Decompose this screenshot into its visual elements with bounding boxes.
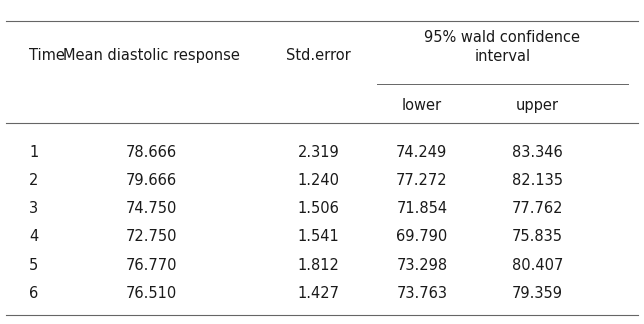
Text: 71.854: 71.854 [396, 201, 448, 216]
Text: 80.407: 80.407 [512, 258, 564, 272]
Text: 73.763: 73.763 [396, 286, 448, 301]
Text: Mean diastolic response: Mean diastolic response [63, 48, 240, 63]
Text: Std.error: Std.error [287, 48, 351, 63]
Text: 1: 1 [29, 145, 38, 160]
Text: 78.666: 78.666 [126, 145, 177, 160]
Text: 77.272: 77.272 [396, 173, 448, 188]
Text: 1.427: 1.427 [298, 286, 340, 301]
Text: 74.750: 74.750 [126, 201, 177, 216]
Text: 2: 2 [29, 173, 39, 188]
Text: 76.510: 76.510 [126, 286, 177, 301]
Text: 76.770: 76.770 [126, 258, 177, 272]
Text: 6: 6 [29, 286, 38, 301]
Text: upper: upper [516, 98, 559, 113]
Text: 1.506: 1.506 [298, 201, 340, 216]
Text: 75.835: 75.835 [512, 229, 564, 244]
Text: 3: 3 [29, 201, 38, 216]
Text: Time: Time [29, 48, 65, 63]
Text: 77.762: 77.762 [512, 201, 564, 216]
Text: 2.319: 2.319 [298, 145, 339, 160]
Text: 1.240: 1.240 [298, 173, 340, 188]
Text: 5: 5 [29, 258, 38, 272]
Text: 83.346: 83.346 [513, 145, 563, 160]
Text: 95% wald confidence
interval: 95% wald confidence interval [424, 30, 580, 64]
Text: 82.135: 82.135 [512, 173, 564, 188]
Text: 74.249: 74.249 [396, 145, 448, 160]
Text: 1.541: 1.541 [298, 229, 339, 244]
Text: 73.298: 73.298 [396, 258, 448, 272]
Text: 69.790: 69.790 [396, 229, 448, 244]
Text: lower: lower [402, 98, 442, 113]
Text: 1.812: 1.812 [298, 258, 340, 272]
Text: 72.750: 72.750 [126, 229, 177, 244]
Text: 4: 4 [29, 229, 38, 244]
Text: 79.666: 79.666 [126, 173, 177, 188]
Text: 79.359: 79.359 [512, 286, 564, 301]
